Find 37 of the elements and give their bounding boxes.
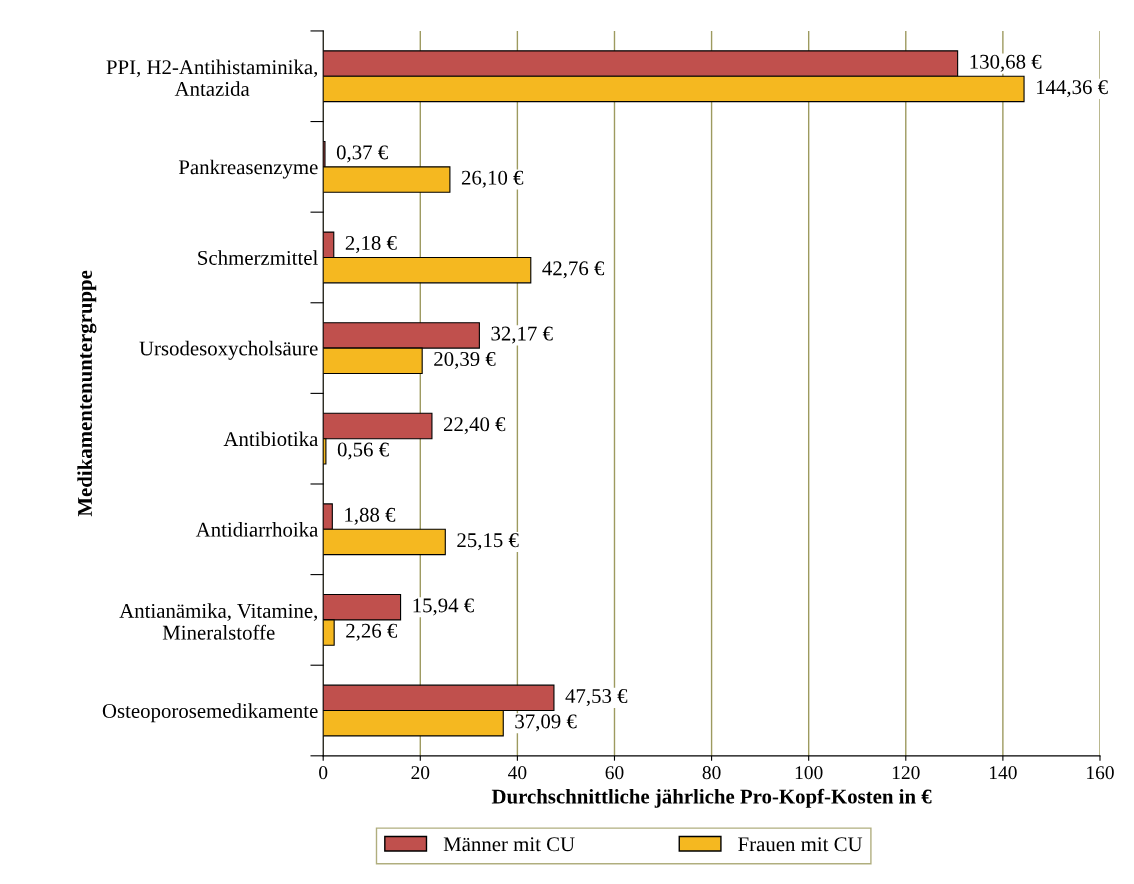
data-label: 26,10 €: [461, 170, 524, 188]
data-label: 144,36 €: [1036, 80, 1108, 98]
x-tick-label: 140: [990, 766, 1017, 780]
data-label: 130,68 €: [970, 54, 1042, 72]
data-label: 37,09 €: [515, 714, 577, 732]
x-tick-label: 40: [508, 766, 527, 780]
data-label: 42,76 €: [542, 261, 605, 279]
data-label: 25,15 €: [457, 533, 519, 551]
data-label: 20,39 €: [434, 351, 496, 369]
y-tick-label: Osteoporosemedikamente: [102, 703, 318, 723]
x-tick-label: 80: [702, 766, 721, 780]
data-label: 0,37 €: [336, 145, 388, 163]
y-tick-label: Antidiarrhoika: [195, 522, 319, 537]
y-tick-label: Antibiotika: [223, 431, 319, 447]
data-label: 2,26 €: [346, 623, 398, 641]
data-label: 47,53 €: [565, 689, 628, 707]
legend-label: Männer mit CU: [443, 837, 575, 852]
y-axis-title: Medikamentenuntergruppe: [77, 270, 97, 517]
data-label: 0,56 €: [337, 442, 389, 460]
y-tick-label: Ursodesoxycholsäure: [139, 340, 318, 360]
y-tick-label: Antianämika, Vitamine, Mineralstoffe: [119, 603, 318, 640]
x-tick-label: 0: [319, 766, 328, 780]
x-tick-label: 160: [1087, 766, 1114, 780]
legend-label: Frauen mit CU: [738, 837, 863, 852]
x-tick-label: 120: [892, 766, 920, 780]
data-label: 1,88 €: [345, 507, 396, 525]
x-tick-label: 20: [411, 766, 430, 780]
x-tick-label: 60: [605, 766, 624, 780]
y-tick-label: PPI, H2-Antihistaminika, Antazida: [106, 59, 318, 97]
x-tick-label: 100: [795, 766, 823, 780]
y-tick-label: Schmerzmittel: [198, 250, 318, 265]
data-label: 32,17 €: [491, 326, 553, 344]
y-tick-label: Pankreasenzyme: [178, 159, 318, 179]
data-label: 15,94 €: [413, 598, 474, 616]
data-label: 22,40 €: [443, 417, 506, 435]
data-label: 2,18 €: [345, 235, 397, 253]
x-axis-title: Durchschnittliche jährliche Pro-Kopf-Kosten in €: [491, 788, 932, 808]
